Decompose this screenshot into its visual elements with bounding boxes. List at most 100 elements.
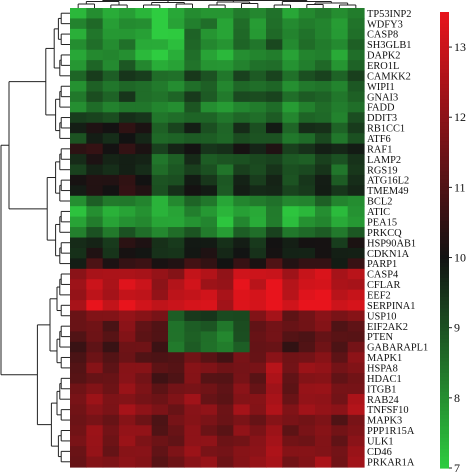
heatmap-cell [200,164,218,176]
heatmap-cell [347,310,365,322]
heatmap-cell [315,404,332,416]
heatmap-cell [200,279,218,291]
heatmap-cell [70,247,87,259]
colorbar-segment [440,369,449,374]
gene-label: PRKCQ [367,228,402,239]
heatmap-cell [266,289,283,301]
colorbar-segment [440,103,449,108]
heatmap-cell [249,268,267,280]
heatmap-cell [266,195,283,207]
heatmap-cell [233,320,251,332]
colorbar-segment [440,403,449,408]
heatmap-cell [249,164,267,176]
heatmap-cell [200,216,218,228]
heatmap-cell [86,362,104,374]
heatmap-cell [249,101,267,113]
heatmap-cell [86,425,104,437]
colorbar-segment [440,80,449,85]
heatmap-cell [200,320,218,332]
heatmap-cell [184,247,202,259]
heatmap-cell [168,373,185,385]
heatmap-cell [315,133,332,145]
heatmap-cell [298,18,316,30]
heatmap-cell [347,435,365,447]
heatmap-cell [70,227,87,239]
gene-label: EEF2 [367,290,391,301]
heatmap-cell [266,362,283,374]
colorbar-segment [440,418,449,423]
colorbar-segment [440,194,449,199]
heatmap-cell [168,425,185,437]
heatmap-cell [184,300,202,312]
heatmap-cell [86,446,104,458]
heatmap-cell [249,60,267,72]
heatmap-cell [331,341,349,353]
heatmap-cell [347,206,365,218]
heatmap-cell [217,206,234,218]
heatmap-cell [119,300,136,312]
heatmap-cell [347,112,365,124]
heatmap-cell [151,143,169,155]
heatmap-cell [184,122,202,134]
heatmap-cell [233,341,251,353]
colorbar-tick-label: 13 [454,40,466,54]
colorbar-tick-label: 8 [454,391,460,405]
heatmap-cell [70,289,87,301]
heatmap-cell [168,133,185,145]
heatmap-cell [200,435,218,447]
heatmap-cell [70,91,87,103]
heatmap-cell [266,101,283,113]
heatmap-cell [249,289,267,301]
heatmap-cell [135,91,153,103]
heatmap-cell [347,383,365,395]
heatmap-cell [200,289,218,301]
colorbar-segment [440,133,449,138]
heatmap-cell [135,8,153,20]
heatmap-cell [266,18,283,30]
heatmap-cell [168,101,185,113]
heatmap-cell [282,174,300,186]
heatmap-cell [315,185,332,197]
heatmap-cell [200,247,218,259]
heatmap-cell [151,8,169,20]
heatmap-cell [315,393,332,406]
heatmap-cell [70,383,87,395]
heatmap-cell [315,425,332,437]
heatmap-cell [70,258,87,270]
heatmap-cell [298,133,316,145]
heatmap-cell [217,133,234,145]
heatmap-cell [70,206,87,218]
heatmap-cell [184,8,202,20]
heatmap-cell [217,289,234,301]
heatmap-cell [119,81,136,93]
heatmap-cell [266,60,283,72]
heatmap-cell [119,133,136,145]
heatmap-cell [282,8,300,20]
colorbar-segment [440,129,449,135]
heatmap-cell [347,425,365,437]
heatmap-cell [135,195,153,207]
colorbar-segment [440,433,449,439]
heatmap-cell [249,122,267,134]
heatmap-cell [315,49,332,61]
heatmap-cell [135,373,153,385]
heatmap-cell [266,237,283,249]
heatmap-cell [102,18,120,30]
column-dendrogram [77,0,357,8]
heatmap-cell [217,383,234,395]
heatmap-cell [347,404,365,416]
heatmap-cell [282,206,300,218]
heatmap-cell [347,320,365,332]
heatmap-cell [184,456,202,468]
heatmap-cell [249,143,267,155]
heatmap-cell [119,383,136,395]
heatmap-cell [168,310,185,322]
heatmap-cell [135,435,153,447]
heatmap-cell [200,362,218,374]
heatmap-cell [119,185,136,197]
heatmap-cell [347,164,365,176]
gene-label: HSP90AB1 [367,238,416,249]
heatmap-cell [233,8,251,20]
heatmap-cell [315,101,332,113]
heatmap-cell [217,435,234,447]
